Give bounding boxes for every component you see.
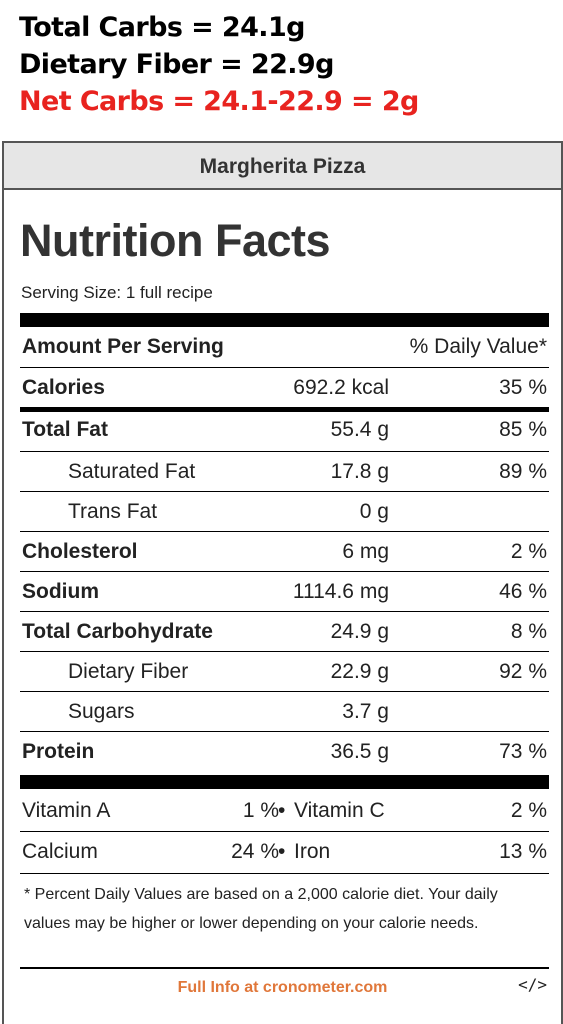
- nutrient-name: Total Fat: [22, 418, 108, 441]
- serving-size: Serving Size: 1 full recipe: [21, 283, 213, 302]
- vitamin-a-pct: 1 %: [242, 799, 279, 822]
- thick-divider-top: [20, 313, 549, 327]
- nutrient-row-trans-fat: Trans Fat 0 g: [20, 491, 549, 531]
- nutrient-name: Protein: [22, 740, 95, 763]
- embed-code-icon[interactable]: </>: [518, 975, 547, 994]
- nutrient-name: Sugars: [68, 700, 135, 723]
- recipe-title: Margherita Pizza: [4, 143, 561, 190]
- nutrient-row-cholesterol: Cholesterol 6 mg 2 %: [20, 531, 549, 571]
- calcium-pct: 24 %: [231, 840, 279, 863]
- total-carbs-annotation: Total Carbs = 24.1g: [19, 12, 305, 43]
- nutrient-amount: 692.2 kcal: [293, 376, 389, 399]
- nutrient-row-calories: Calories 692.2 kcal 35 %: [20, 367, 549, 407]
- mineral-row: Calcium 24 % • Iron 13 %: [20, 831, 549, 871]
- nutrition-label: Margherita Pizza Nutrition Facts Serving…: [2, 141, 563, 1024]
- nutrition-facts-heading: Nutrition Facts: [20, 215, 331, 266]
- full-info-link[interactable]: Full Info at cronometer.com: [177, 979, 388, 996]
- nutrient-name: Total Carbohydrate: [22, 620, 213, 643]
- nutrient-row-protein: Protein 36.5 g 73 %: [20, 731, 549, 775]
- nutrient-amount: 1114.6 mg: [292, 580, 389, 603]
- dietary-fiber-annotation: Dietary Fiber = 22.9g: [19, 49, 334, 80]
- vitamin-row: Vitamin A 1 % • Vitamin C 2 %: [20, 791, 549, 831]
- nutrient-row-total-carbohydrate: Total Carbohydrate 24.9 g 8 %: [20, 611, 549, 651]
- thick-divider-mid: [20, 775, 549, 789]
- nutrient-pct: 8 %: [510, 620, 547, 643]
- nutrient-amount: 6 mg: [342, 540, 389, 563]
- nutrient-pct: 92 %: [499, 660, 547, 683]
- nutrient-amount: 22.9 g: [330, 660, 389, 683]
- nutrient-row-saturated-fat: Saturated Fat 17.8 g 89 %: [20, 451, 549, 491]
- vitamin-c-pct: 2 %: [510, 799, 547, 822]
- nutrient-name: Cholesterol: [22, 540, 138, 563]
- vitamin-c-label: Vitamin C: [294, 799, 385, 822]
- daily-value-header: % Daily Value*: [409, 335, 547, 358]
- nutrient-row-sodium: Sodium 1114.6 mg 46 %: [20, 571, 549, 611]
- nutrient-name: Sodium: [22, 580, 99, 603]
- nutrient-pct: 2 %: [510, 540, 547, 563]
- calcium-label: Calcium: [22, 840, 98, 863]
- daily-value-footnote: * Percent Daily Values are based on a 2,…: [20, 873, 549, 938]
- nutrient-row-total-fat: Total Fat 55.4 g 85 %: [20, 407, 549, 447]
- nutrient-row-dietary-fiber: Dietary Fiber 22.9 g 92 %: [20, 651, 549, 691]
- net-carbs-annotation: Net Carbs = 24.1-22.9 = 2g: [19, 86, 419, 117]
- nutrient-name: Calories: [22, 376, 105, 399]
- footer-divider: [20, 967, 549, 969]
- nutrient-amount: 55.4 g: [330, 418, 389, 441]
- nutrient-pct: 85 %: [499, 418, 547, 441]
- nutrient-pct: 46 %: [499, 580, 547, 603]
- nutrient-amount: 36.5 g: [330, 740, 389, 763]
- nutrient-pct: 73 %: [499, 740, 547, 763]
- nutrient-pct: 89 %: [499, 460, 547, 483]
- nutrient-amount: 0 g: [359, 500, 389, 523]
- nutrient-row-sugars: Sugars 3.7 g: [20, 691, 549, 731]
- nutrient-name: Dietary Fiber: [68, 660, 189, 683]
- vitamin-a-label: Vitamin A: [22, 799, 111, 822]
- nutrient-amount: 3.7 g: [342, 700, 389, 723]
- amount-per-serving-label: Amount Per Serving: [22, 335, 224, 358]
- separator-dot: •: [278, 840, 286, 863]
- nutrient-pct: 35 %: [499, 376, 547, 399]
- iron-label: Iron: [294, 840, 331, 863]
- separator-dot: •: [278, 799, 286, 822]
- nutrient-amount: 17.8 g: [330, 460, 389, 483]
- nutrient-amount: 24.9 g: [330, 620, 389, 643]
- iron-pct: 13 %: [499, 840, 547, 863]
- nutrient-name: Saturated Fat: [68, 460, 196, 483]
- nutrient-name: Trans Fat: [68, 500, 158, 523]
- amount-per-serving-row: Amount Per Serving % Daily Value*: [20, 327, 549, 367]
